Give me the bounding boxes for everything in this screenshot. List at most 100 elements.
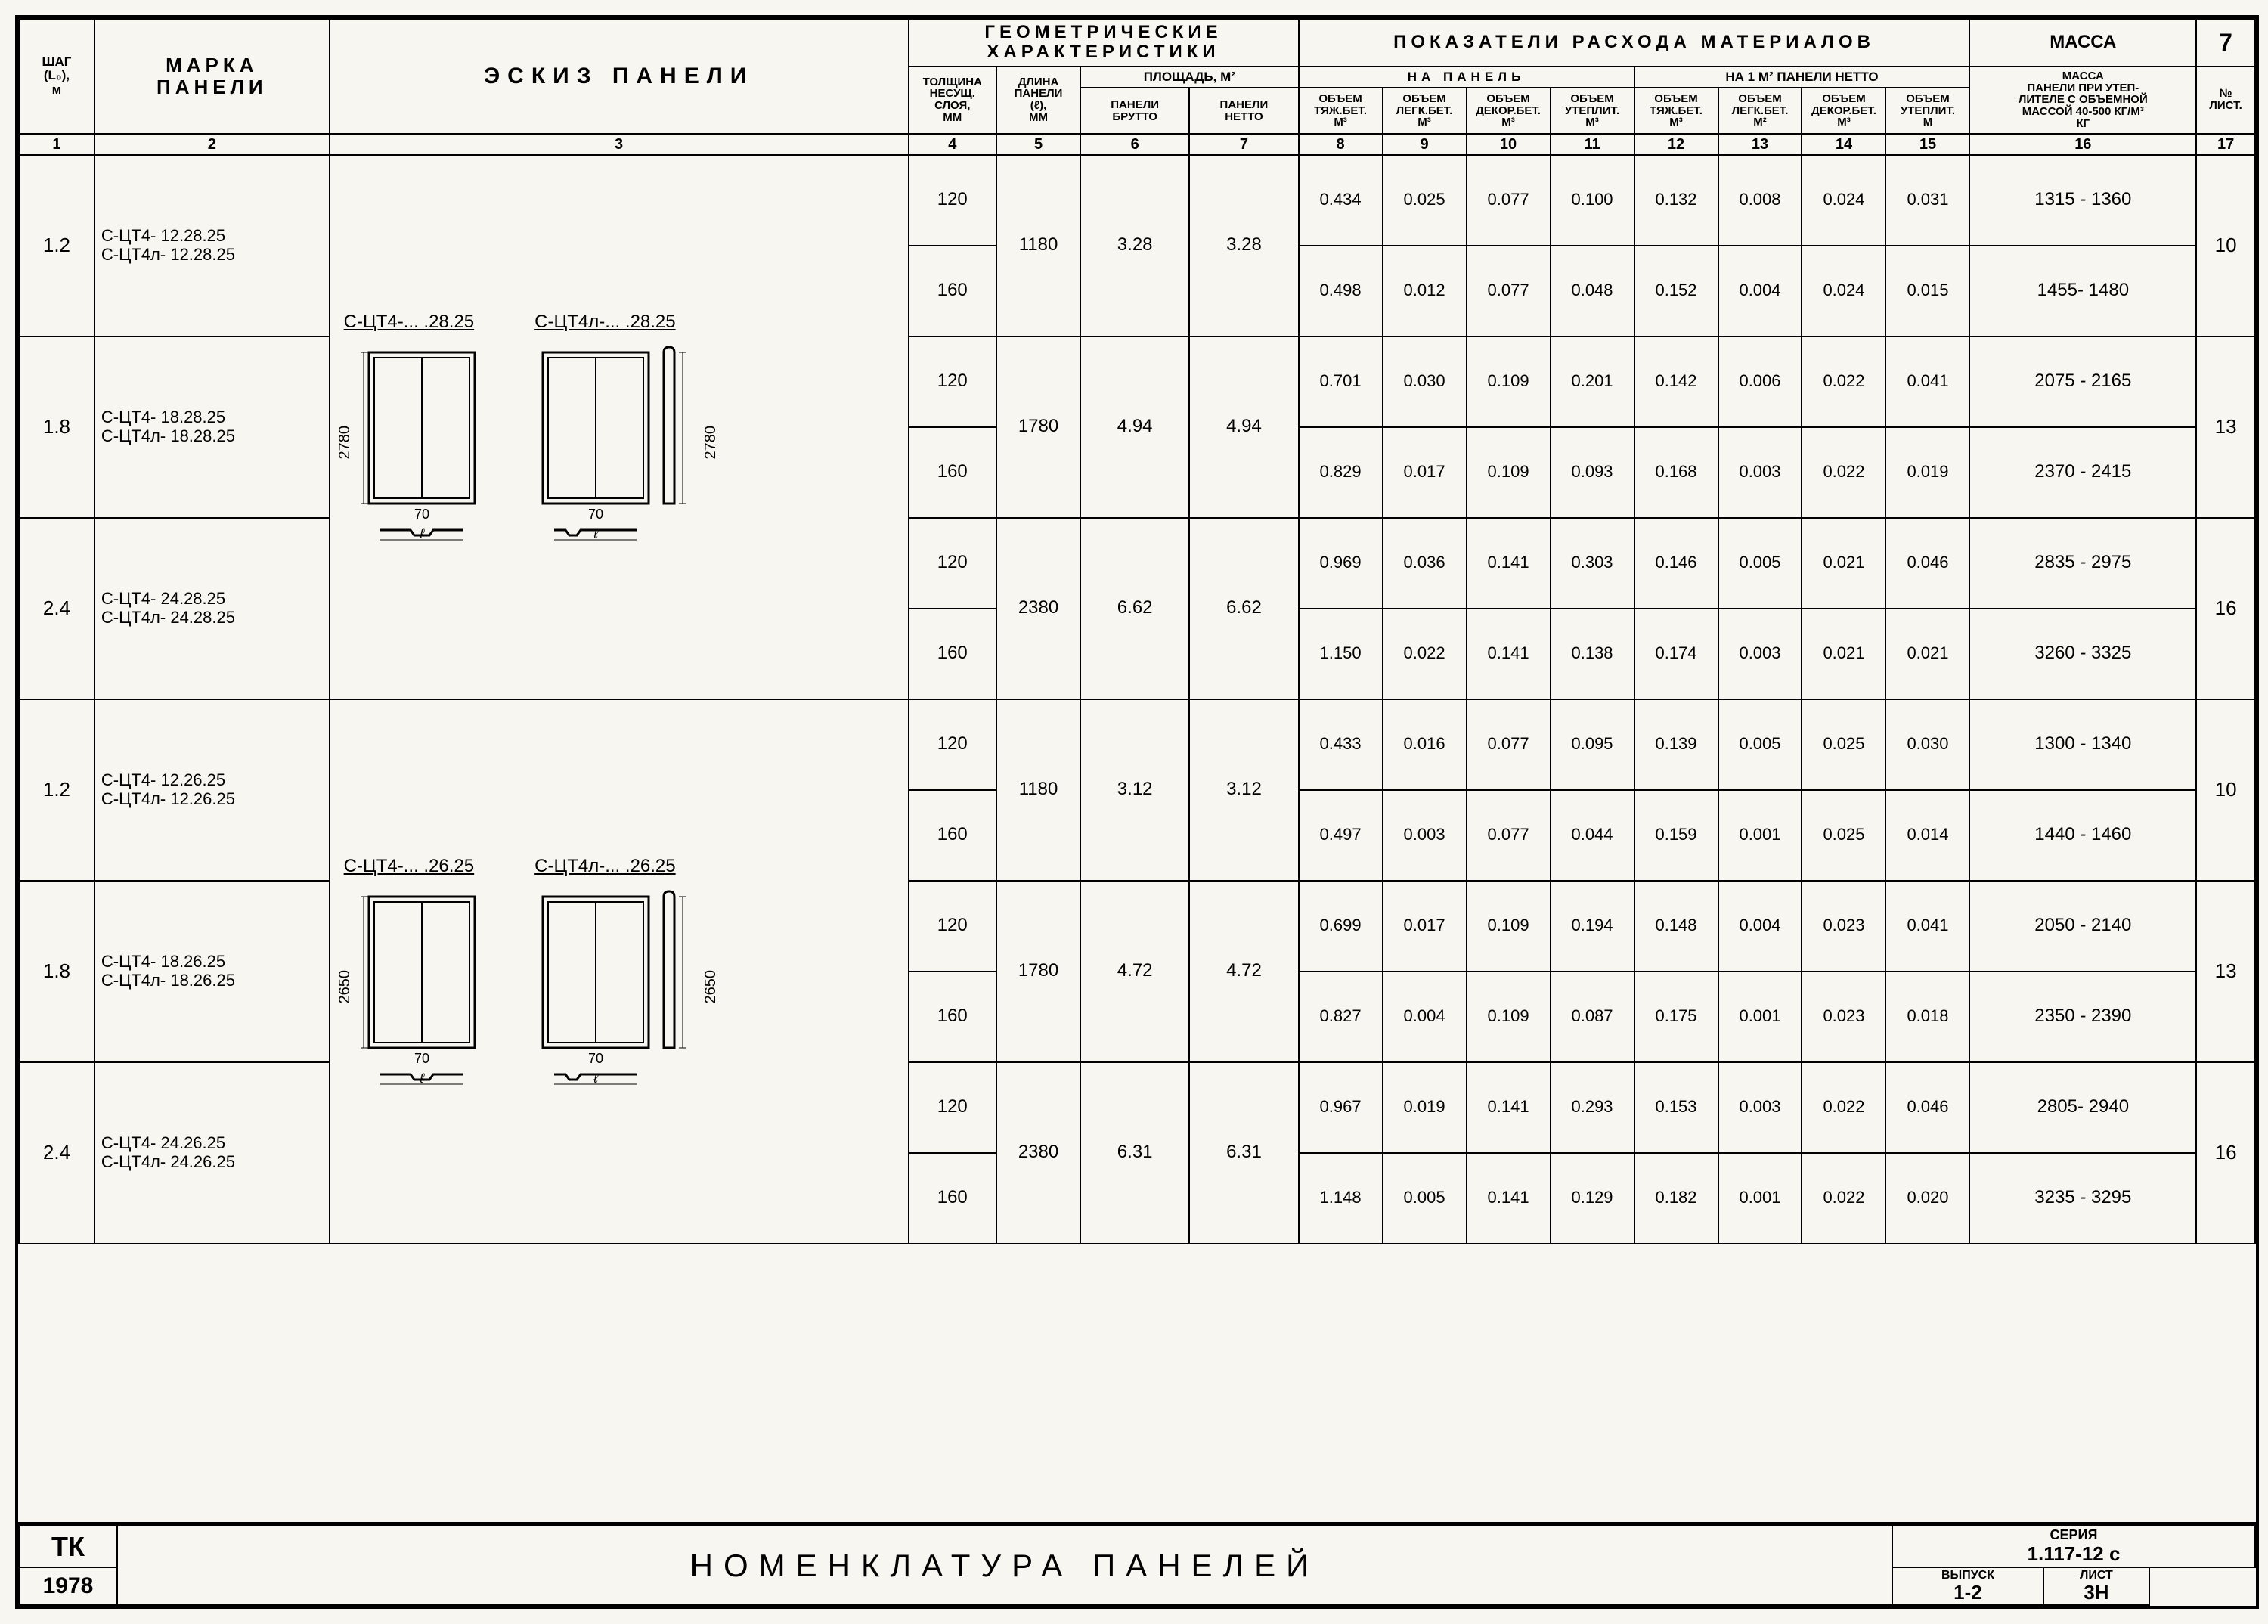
cell-marks: С-ЦТ4- 24.26.25С-ЦТ4л- 24.26.25 — [94, 1062, 330, 1244]
cell-sheet: 13 — [2196, 336, 2255, 518]
cell-value: 0.006 — [1718, 336, 1802, 427]
hdr-na1m2: НА 1 М² ПАНЕЛИ НЕТТО — [1634, 67, 1970, 88]
cell-value: 0.025 — [1383, 155, 1467, 246]
svg-text:ℓ: ℓ — [419, 1071, 425, 1086]
cell-mass: 1300 - 1340 — [1969, 699, 2196, 790]
svg-text:70: 70 — [588, 507, 603, 522]
hdr-massa-title: МАССА — [1969, 19, 2196, 67]
cell-value: 0.004 — [1383, 972, 1467, 1062]
hdr-col7: ПАНЕЛИНЕТТО — [1189, 88, 1298, 133]
cell-mass: 2075 - 2165 — [1969, 336, 2196, 427]
hdr-col16: МАССАПАНЕЛИ ПРИ УТЕП-ЛИТЕЛЕ С ОБЪЕМНОЙМА… — [1969, 67, 2196, 134]
cell-thickness: 160 — [909, 972, 997, 1062]
hdr-geom: ГЕОМЕТРИЧЕСКИЕХАРАКТЕРИСТИКИ — [909, 19, 1299, 67]
cell-value: 0.142 — [1634, 336, 1718, 427]
cell-value: 0.433 — [1299, 699, 1383, 790]
hdr-col9: ОБЪЕМЛЕГК.БЕТ.М³ — [1383, 88, 1467, 133]
cell-thickness: 120 — [909, 881, 997, 972]
cell-value: 0.031 — [1885, 155, 1969, 246]
table-row: 1.2С-ЦТ4- 12.26.25С-ЦТ4л- 12.26.25 С-ЦТ4… — [19, 699, 2255, 790]
cell-shag: 2.4 — [19, 1062, 94, 1244]
cell-value: 0.077 — [1467, 155, 1551, 246]
hdr-area: ПЛОЩАДЬ, М² — [1080, 67, 1299, 88]
cell-value: 0.138 — [1551, 609, 1634, 699]
cell-value: 0.004 — [1718, 881, 1802, 972]
cell-thickness: 120 — [909, 699, 997, 790]
cell-value: 0.100 — [1551, 155, 1634, 246]
cell-value: 0.077 — [1467, 246, 1551, 336]
cell-value: 0.497 — [1299, 790, 1383, 881]
cell-value: 0.152 — [1634, 246, 1718, 336]
cell-sheet: 13 — [2196, 881, 2255, 1062]
cell-value: 0.046 — [1885, 1062, 1969, 1153]
cell-value: 0.175 — [1634, 972, 1718, 1062]
cell-shag: 1.2 — [19, 699, 94, 881]
cell-value: 0.030 — [1383, 336, 1467, 427]
cell-value: 0.001 — [1718, 790, 1802, 881]
hdr-col6: ПАНЕЛИБРУТТО — [1080, 88, 1189, 133]
cell-value: 0.498 — [1299, 246, 1383, 336]
cell-value: 0.095 — [1551, 699, 1634, 790]
cell-thickness: 160 — [909, 246, 997, 336]
cell-mass: 2805- 2940 — [1969, 1062, 2196, 1153]
cell-value: 0.041 — [1885, 336, 1969, 427]
cell-value: 0.699 — [1299, 881, 1383, 972]
cell-value: 0.021 — [1885, 609, 1969, 699]
cell-value: 0.036 — [1383, 518, 1467, 609]
cell-value: 0.005 — [1718, 518, 1802, 609]
cell-value: 1.148 — [1299, 1153, 1383, 1244]
hdr-col4: ТОЛЩИНАНЕСУЩ.СЛОЯ,ММ — [909, 67, 997, 134]
cell-value: 0.146 — [1634, 518, 1718, 609]
cell-value: 0.046 — [1885, 518, 1969, 609]
cell-mass: 2350 - 2390 — [1969, 972, 2196, 1062]
cell-thickness: 160 — [909, 427, 997, 518]
cell-value: 0.153 — [1634, 1062, 1718, 1153]
cell-value: 0.023 — [1802, 972, 1885, 1062]
cell-value: 0.159 — [1634, 790, 1718, 881]
cell-mass: 3260 - 3325 — [1969, 609, 2196, 699]
cell-value: 0.003 — [1718, 1062, 1802, 1153]
cell-marks: С-ЦТ4- 12.26.25С-ЦТ4л- 12.26.25 — [94, 699, 330, 881]
cell-netto: 3.12 — [1189, 699, 1298, 881]
cell-value: 0.141 — [1467, 1153, 1551, 1244]
cell-value: 0.022 — [1383, 609, 1467, 699]
cell-netto: 4.72 — [1189, 881, 1298, 1062]
cell-brutto: 3.28 — [1080, 155, 1189, 336]
cell-sheet: 16 — [2196, 518, 2255, 699]
cell-value: 0.293 — [1551, 1062, 1634, 1153]
cell-value: 0.141 — [1467, 518, 1551, 609]
cell-value: 0.012 — [1383, 246, 1467, 336]
cell-thickness: 160 — [909, 609, 997, 699]
cell-mass: 2835 - 2975 — [1969, 518, 2196, 609]
footer-title: НОМЕНКЛАТУРА ПАНЕЛЕЙ — [117, 1526, 1892, 1605]
cell-thickness: 120 — [909, 155, 997, 246]
cell-brutto: 6.31 — [1080, 1062, 1189, 1244]
svg-text:70: 70 — [414, 507, 429, 522]
cell-thickness: 120 — [909, 518, 997, 609]
cell-value: 0.041 — [1885, 881, 1969, 972]
cell-value: 0.077 — [1467, 699, 1551, 790]
cell-value: 0.967 — [1299, 1062, 1383, 1153]
hdr-shag: ШАГ(L₀),м — [19, 19, 94, 134]
cell-value: 0.044 — [1551, 790, 1634, 881]
cell-sketch: С-ЦТ4-... .28.25 С-ЦТ4л-... .28.25 2780 … — [330, 155, 909, 699]
cell-value: 0.109 — [1467, 972, 1551, 1062]
svg-text:ℓ: ℓ — [593, 526, 599, 541]
cell-value: 0.021 — [1802, 609, 1885, 699]
cell-netto: 3.28 — [1189, 155, 1298, 336]
cell-shag: 1.2 — [19, 155, 94, 336]
cell-brutto: 6.62 — [1080, 518, 1189, 699]
cell-mass: 2050 - 2140 — [1969, 881, 2196, 972]
cell-value: 0.139 — [1634, 699, 1718, 790]
hdr-col5: ДЛИНАПАНЕЛИ(ℓ),ММ — [996, 67, 1080, 134]
footer: ТК НОМЕНКЛАТУРА ПАНЕЛЕЙ СЕРИЯ1.117-12 с … — [18, 1522, 2256, 1606]
cell-value: 0.132 — [1634, 155, 1718, 246]
cell-value: 0.109 — [1467, 881, 1551, 972]
column-number-row: 123 4567 891011 12131415 1617 — [19, 134, 2255, 155]
footer-list: ЛИСТ3Н — [2043, 1567, 2149, 1605]
cell-value: 0.827 — [1299, 972, 1383, 1062]
cell-value: 0.303 — [1551, 518, 1634, 609]
page-number: 7 — [2196, 19, 2255, 67]
cell-value: 0.174 — [1634, 609, 1718, 699]
cell-value: 0.018 — [1885, 972, 1969, 1062]
